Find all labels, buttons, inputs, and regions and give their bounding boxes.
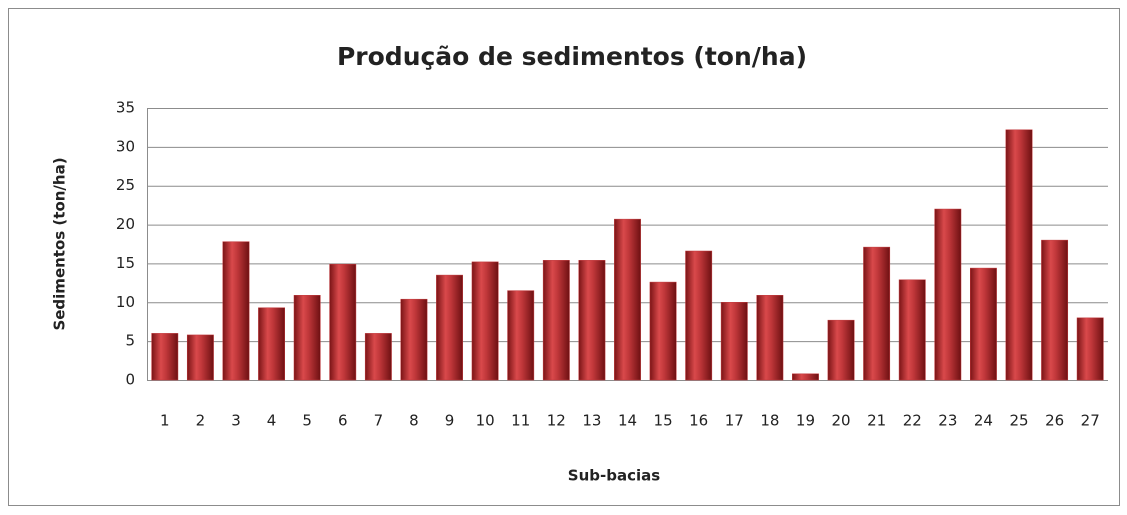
bar (578, 260, 606, 381)
x-tick-label: 12 (547, 412, 566, 430)
x-tick-label: 27 (1081, 412, 1100, 430)
bar (792, 373, 819, 381)
x-tick-label: 16 (689, 412, 708, 430)
x-tick-label: 23 (938, 412, 957, 430)
bar (471, 261, 499, 381)
bar (186, 334, 214, 381)
y-tick-label: 0 (125, 371, 135, 389)
y-axis-title: Sedimentos (ton/ha) (51, 157, 69, 330)
bar (614, 218, 641, 381)
x-tick-label: 26 (1045, 412, 1064, 430)
x-tick-label: 13 (582, 412, 601, 430)
chart-border (8, 8, 1120, 506)
bar (970, 267, 997, 381)
bar (720, 302, 748, 381)
y-tick-label: 35 (116, 99, 135, 117)
y-tick-label: 15 (116, 254, 135, 272)
x-tick-label: 2 (196, 412, 206, 430)
x-tick-label: 3 (231, 412, 241, 430)
bar (329, 263, 357, 381)
bar (258, 307, 285, 381)
x-tick-label: 9 (445, 412, 455, 430)
x-tick-label: 17 (725, 412, 744, 430)
x-tick-label: 22 (903, 412, 922, 430)
bar (151, 333, 179, 381)
x-axis-title: Sub-bacias (568, 467, 660, 485)
x-tick-label: 6 (338, 412, 348, 430)
bar (400, 298, 428, 381)
x-tick-label: 21 (867, 412, 886, 430)
x-tick-label: 8 (409, 412, 419, 430)
bar (863, 246, 891, 381)
bar (756, 295, 784, 381)
bar (507, 290, 535, 381)
y-tick-label: 30 (116, 137, 135, 155)
x-tick-label: 18 (760, 412, 779, 430)
y-tick-label: 25 (116, 176, 135, 194)
chart-title: Produção de sedimentos (ton/ha) (337, 42, 807, 71)
bar (542, 260, 570, 381)
bar (364, 333, 392, 381)
bar (827, 319, 855, 381)
x-tick-label: 24 (974, 412, 993, 430)
x-tick-label: 15 (654, 412, 673, 430)
x-tick-label: 5 (302, 412, 312, 430)
x-tick-label: 4 (267, 412, 277, 430)
bar (436, 274, 463, 381)
bar (1005, 129, 1033, 381)
x-tick-label: 7 (374, 412, 384, 430)
x-tick-label: 25 (1009, 412, 1028, 430)
bar (1041, 239, 1069, 381)
y-tick-label: 20 (116, 215, 135, 233)
y-tick-label: 10 (116, 293, 135, 311)
bar (685, 250, 713, 381)
x-tick-label: 11 (511, 412, 530, 430)
bar (898, 279, 926, 381)
y-tick-label: 5 (125, 332, 135, 350)
bar (293, 295, 321, 381)
bar (222, 241, 250, 381)
x-tick-label: 14 (618, 412, 637, 430)
bar (649, 281, 677, 381)
bar (1076, 317, 1104, 381)
bar (934, 208, 962, 381)
x-tick-label: 19 (796, 412, 815, 430)
x-tick-label: 10 (476, 412, 495, 430)
x-tick-label: 1 (160, 412, 170, 430)
x-tick-label: 20 (832, 412, 851, 430)
